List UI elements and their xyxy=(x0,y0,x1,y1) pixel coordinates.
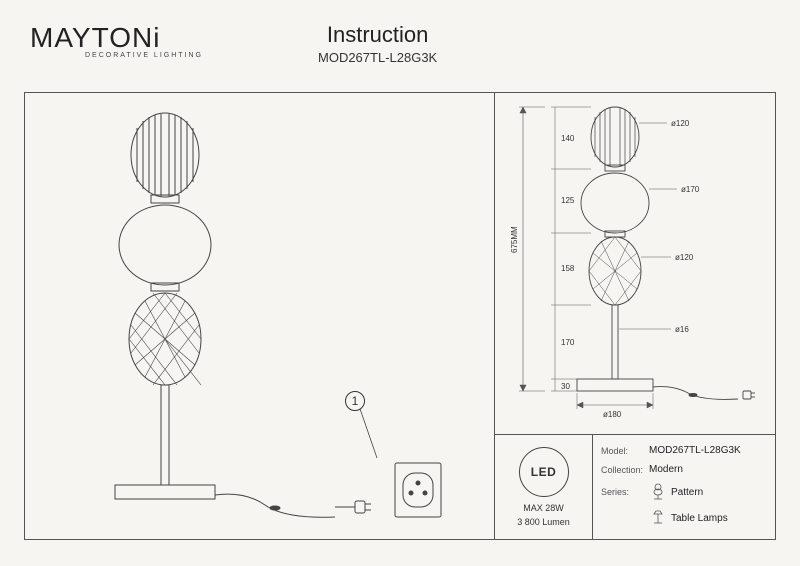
spec-type: Table Lamps xyxy=(671,513,728,524)
dim-seg-top: 140 xyxy=(561,134,575,143)
callout-1: 1 xyxy=(345,391,365,411)
dim-seg-base: 30 xyxy=(561,382,570,391)
dim-total: 675MM xyxy=(510,226,519,253)
spec-series-label: Series: xyxy=(601,487,649,497)
spec-model-label: Model: xyxy=(601,446,649,456)
page-title: Instruction xyxy=(318,22,437,48)
drawing-sheet: 1 xyxy=(24,92,776,540)
title-block: Instruction MOD267TL-L28G3K xyxy=(318,22,437,65)
panel-spec: Model: MOD267TL-L28G3K Collection: Moder… xyxy=(593,435,775,539)
panel-illustration: 1 xyxy=(25,93,495,539)
callout-1-label: 1 xyxy=(352,394,359,408)
brand-block: MAYTONi DECORATIVE LIGHTING xyxy=(30,22,203,59)
spec-collection: Modern xyxy=(649,464,683,475)
spec-series: Pattern xyxy=(671,487,703,498)
led-badge-text: LED xyxy=(531,465,557,479)
dim-seg-stem: 170 xyxy=(561,338,575,347)
panel-led: LED MAX 28W 3 800 Lumen xyxy=(495,435,593,539)
spec-collection-label: Collection: xyxy=(601,465,649,475)
led-max: MAX 28W xyxy=(495,503,592,513)
dim-d-top: ø120 xyxy=(671,119,690,128)
led-badge: LED xyxy=(519,447,569,497)
spec-model: MOD267TL-L28G3K xyxy=(649,445,741,456)
page-model: MOD267TL-L28G3K xyxy=(318,50,437,65)
lamp-dimensions: 675MM 140 125 158 170 30 xyxy=(495,93,775,435)
lamp-icon xyxy=(649,483,667,501)
panel-dimensions: 675MM 140 125 158 170 30 xyxy=(495,93,775,435)
dim-seg-low: 158 xyxy=(561,264,575,273)
led-lumen: 3 800 Lumen xyxy=(495,517,592,527)
tablelamp-icon xyxy=(649,509,667,527)
brand-name: MAYTONi xyxy=(30,22,203,54)
dim-d-low: ø120 xyxy=(675,253,694,262)
dim-seg-mid: 125 xyxy=(561,196,575,205)
dim-d-stem: ø16 xyxy=(675,325,689,334)
lamp-illustration xyxy=(25,93,495,539)
dim-d-base: ø180 xyxy=(603,410,622,419)
dim-d-mid: ø170 xyxy=(681,185,700,194)
